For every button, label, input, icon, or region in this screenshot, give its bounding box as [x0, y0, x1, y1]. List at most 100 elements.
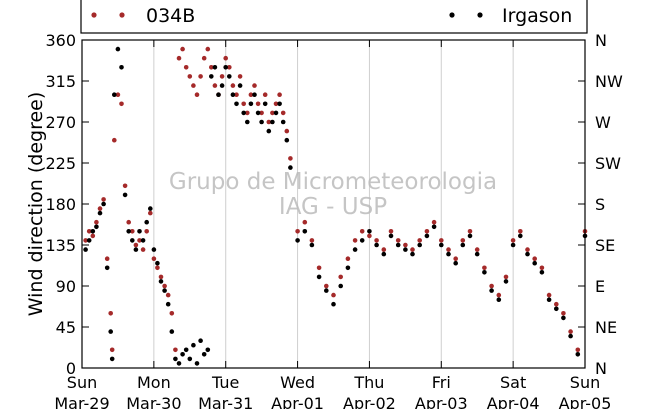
point-irgason-73	[395, 242, 401, 248]
point-irgason-17	[140, 238, 146, 243]
point-irgason-31	[191, 342, 196, 348]
point-034b-77	[424, 229, 430, 234]
point-034b-81	[453, 256, 459, 262]
point-034b-88	[503, 274, 509, 280]
point-irgason-65	[338, 283, 344, 289]
point-irgason-80	[446, 251, 451, 257]
right-tick-label-3: SE	[595, 236, 615, 255]
point-034b-75	[410, 247, 415, 252]
point-irgason-8	[109, 356, 115, 362]
point-034b-63	[324, 283, 329, 289]
point-034b-55	[277, 92, 282, 97]
right-tick-label-4: S	[595, 195, 605, 214]
point-034b-86	[489, 283, 494, 289]
x-tick-day-0: Sun	[67, 373, 97, 392]
point-034b-74	[403, 242, 408, 248]
point-034b-44	[237, 74, 243, 79]
point-034b-56	[280, 110, 286, 116]
point-034b-19	[148, 210, 153, 216]
point-irgason-24	[165, 301, 171, 307]
point-irgason-10	[115, 46, 121, 52]
point-irgason-30	[187, 356, 193, 362]
point-034b-66	[345, 256, 351, 262]
point-irgason-7	[108, 329, 113, 334]
point-034b-57	[284, 128, 290, 134]
point-034b-3	[94, 219, 99, 225]
point-irgason-35	[205, 347, 211, 353]
point-034b-36	[209, 65, 214, 70]
point-irgason-49	[255, 110, 261, 116]
point-034b-46	[245, 110, 250, 116]
point-034b-40	[223, 55, 228, 61]
point-034b-6	[104, 256, 110, 262]
point-034b-47	[248, 92, 254, 97]
point-034b-70	[374, 238, 379, 243]
point-034b-42	[230, 83, 236, 88]
point-034b-98	[575, 347, 581, 353]
point-irgason-14	[130, 238, 135, 243]
point-034b-11	[119, 101, 124, 107]
point-irgason-26	[173, 356, 178, 362]
point-034b-43	[234, 92, 239, 97]
point-034b-84	[474, 247, 480, 252]
point-irgason-46	[245, 119, 250, 125]
point-034b-87	[496, 292, 502, 298]
point-034b-26	[173, 347, 178, 353]
point-irgason-48	[252, 92, 257, 97]
point-034b-58	[288, 156, 293, 161]
point-034b-97	[568, 329, 573, 334]
data-points	[83, 46, 588, 366]
legend-marker-irgason-1	[449, 12, 455, 18]
y-tick-label-6: 270	[45, 113, 76, 132]
legend-marker-irgason-2	[477, 12, 483, 18]
point-irgason-79	[439, 242, 444, 248]
point-irgason-77	[424, 233, 430, 239]
point-irgason-6	[104, 265, 110, 271]
point-034b-14	[130, 229, 135, 234]
point-irgason-4	[97, 210, 103, 216]
legend-label-034b: 034B	[146, 5, 195, 27]
point-irgason-1	[86, 238, 92, 243]
point-irgason-19	[148, 206, 153, 211]
point-irgason-71	[381, 251, 387, 257]
point-irgason-12	[122, 192, 128, 198]
point-irgason-98	[575, 352, 581, 357]
x-tick-date-2: Mar-31	[198, 394, 253, 409]
point-irgason-29	[183, 347, 189, 353]
point-034b-32	[194, 92, 200, 97]
point-irgason-75	[410, 251, 415, 257]
right-tick-label-0: N	[595, 359, 607, 378]
x-tick-day-4: Thu	[353, 373, 384, 392]
point-irgason-86	[489, 288, 494, 293]
point-034b-41	[227, 65, 232, 70]
point-034b-5	[101, 197, 106, 202]
point-034b-30	[187, 74, 193, 79]
y-tick-label-2: 90	[56, 277, 76, 296]
point-034b-62	[316, 265, 322, 271]
point-irgason-22	[158, 279, 164, 284]
point-034b-91	[525, 247, 530, 252]
right-tick-label-5: SW	[595, 154, 621, 173]
point-irgason-37	[212, 65, 218, 70]
point-034b-72	[388, 229, 394, 234]
point-034b-37	[212, 83, 218, 88]
x-axis: Sun Mar-29 Mon Mar-30 Tue Mar-31 Wed Apr-01 Thu A…	[54, 40, 611, 409]
point-irgason-94	[546, 297, 552, 303]
point-034b-4	[97, 206, 103, 211]
point-034b-18	[144, 229, 149, 234]
right-tick-label-8: N	[595, 31, 607, 50]
point-irgason-55	[277, 101, 282, 107]
y-tick-label-0: 0	[66, 359, 76, 378]
point-irgason-68	[359, 238, 365, 243]
point-034b-24	[165, 292, 171, 298]
point-irgason-20	[151, 247, 157, 252]
point-034b-54	[273, 101, 279, 107]
point-034b-16	[137, 238, 142, 243]
y-axis-label: Wind direction (degree)	[25, 92, 47, 317]
point-irgason-15	[133, 247, 139, 252]
point-034b-23	[162, 283, 167, 289]
point-irgason-66	[345, 265, 351, 271]
point-irgason-88	[503, 279, 509, 284]
point-irgason-59	[295, 238, 300, 243]
point-irgason-92	[532, 260, 537, 266]
